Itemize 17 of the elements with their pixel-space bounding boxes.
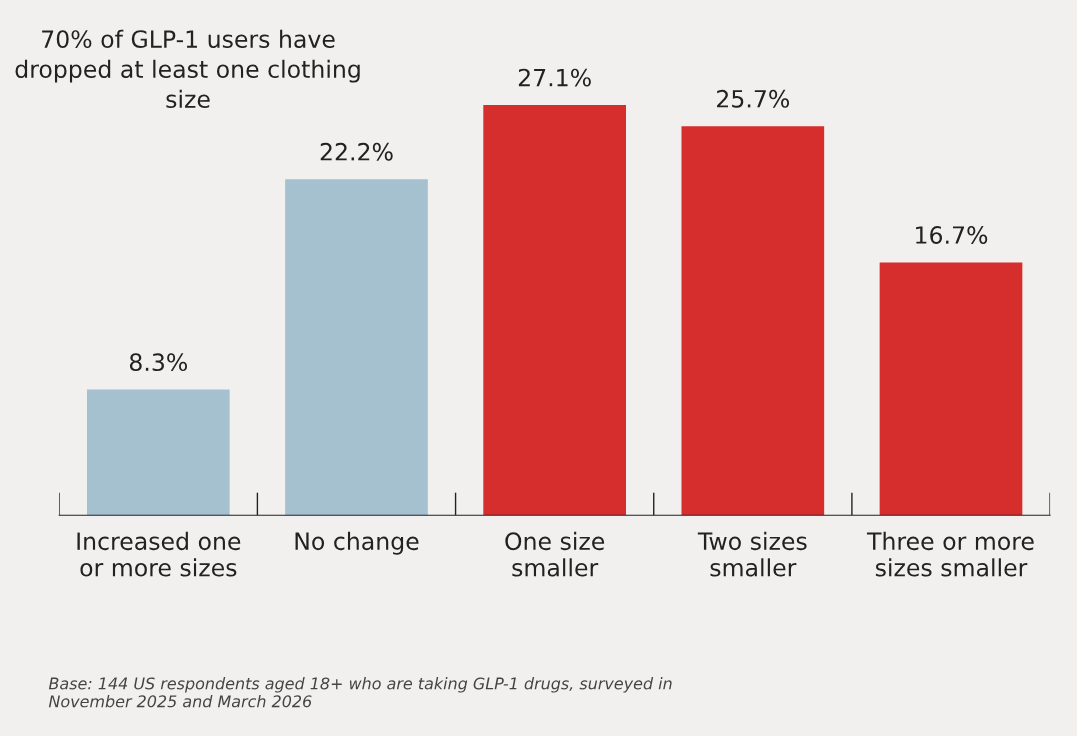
bar <box>86 389 230 516</box>
bar <box>879 262 1023 516</box>
bar <box>681 126 825 516</box>
x-tick-label: Increased one or more sizes <box>77 531 241 577</box>
x-tick-label: Two sizes smaller <box>697 531 807 577</box>
data-label: 25.7% <box>717 89 790 108</box>
bar <box>483 104 626 516</box>
x-tick-label: Three or more sizes smaller <box>866 531 1034 577</box>
x-tick-label: No change <box>295 531 419 555</box>
data-label: 22.2% <box>320 142 393 161</box>
data-label: 16.7% <box>916 226 988 244</box>
data-label: 27.1% <box>518 68 591 87</box>
x-tick-label: One size smaller <box>505 531 605 577</box>
text: Base: 144 US respondents aged 18+ who are taking GLP-1 drugs, surveyed in November 2025 and March 2026 <box>48 677 672 708</box>
chart-title: 70% of GLP-1 users have dropped at least one clothing size <box>15 29 360 109</box>
data-label: 8.3% <box>129 353 188 372</box>
bar <box>285 179 428 516</box>
